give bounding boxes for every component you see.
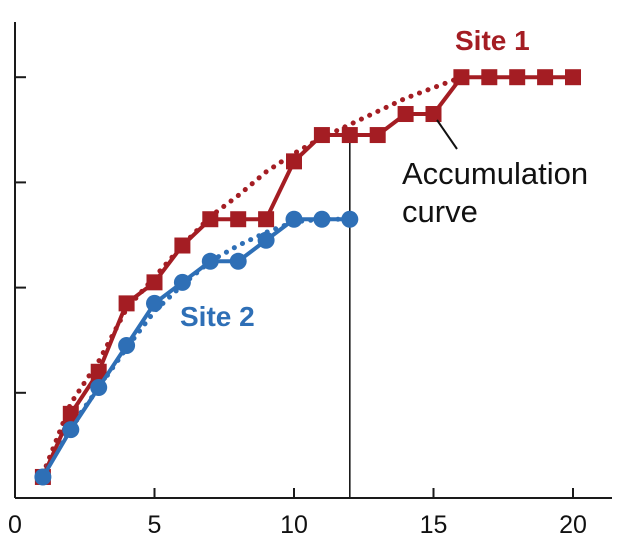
fit-lines-layer — [40, 74, 464, 477]
site1-point-9 — [258, 211, 275, 228]
site1-point-20 — [565, 69, 581, 86]
x-tick-label-10: 10 — [280, 511, 308, 539]
site1-point-4 — [118, 295, 135, 312]
site2-point-7 — [201, 252, 219, 270]
x-tick-label-0: 0 — [8, 511, 22, 539]
x-tick-label-20: 20 — [559, 511, 587, 539]
site1-point-3 — [90, 363, 107, 380]
site2-label: Site 2 — [180, 301, 255, 332]
site1-point-17 — [481, 69, 498, 86]
curve-label: curve — [402, 194, 478, 229]
site2-point-5 — [146, 294, 163, 312]
site1-point-6 — [174, 237, 191, 254]
site2-point-3 — [90, 379, 108, 397]
site1-point-15 — [425, 106, 442, 123]
series-layer — [34, 69, 581, 486]
site1-point-2 — [62, 405, 79, 422]
site1-point-16 — [453, 69, 470, 86]
annotation-pointer — [436, 119, 458, 150]
site1-point-5 — [146, 274, 163, 291]
axes-layer: 0 5 10 15 20 — [8, 22, 612, 539]
accumulation-label: Accumulation — [402, 156, 588, 191]
site1-point-19 — [537, 69, 554, 86]
annotation-layer: Site 1 Site 2 Accumulation curve — [180, 25, 588, 332]
site2-point-2 — [62, 421, 80, 439]
site1-label: Site 1 — [455, 25, 530, 56]
site1-point-7 — [202, 211, 219, 228]
site1-point-18 — [509, 69, 526, 86]
site1-point-13 — [369, 127, 386, 144]
site1-point-10 — [286, 153, 302, 170]
site1-point-11 — [313, 127, 330, 144]
site1-point-14 — [397, 106, 414, 123]
site1-fit-line — [40, 74, 464, 477]
site2-line — [41, 217, 350, 478]
site2-point-1 — [34, 468, 52, 486]
x-tick-label-5: 5 — [148, 511, 162, 539]
site2-point-8 — [229, 252, 247, 270]
site2-point-12 — [341, 210, 359, 228]
site2-point-4 — [118, 336, 136, 354]
site2-point-10 — [285, 210, 303, 228]
site2-point-9 — [257, 231, 275, 249]
site2-point-6 — [173, 273, 191, 291]
site2-point-11 — [313, 210, 331, 228]
site1-point-8 — [230, 211, 247, 228]
x-tick-label-15: 15 — [420, 511, 448, 539]
site2-fit-line — [40, 216, 353, 477]
site1-line — [41, 75, 573, 478]
site1-point-12 — [341, 127, 358, 144]
